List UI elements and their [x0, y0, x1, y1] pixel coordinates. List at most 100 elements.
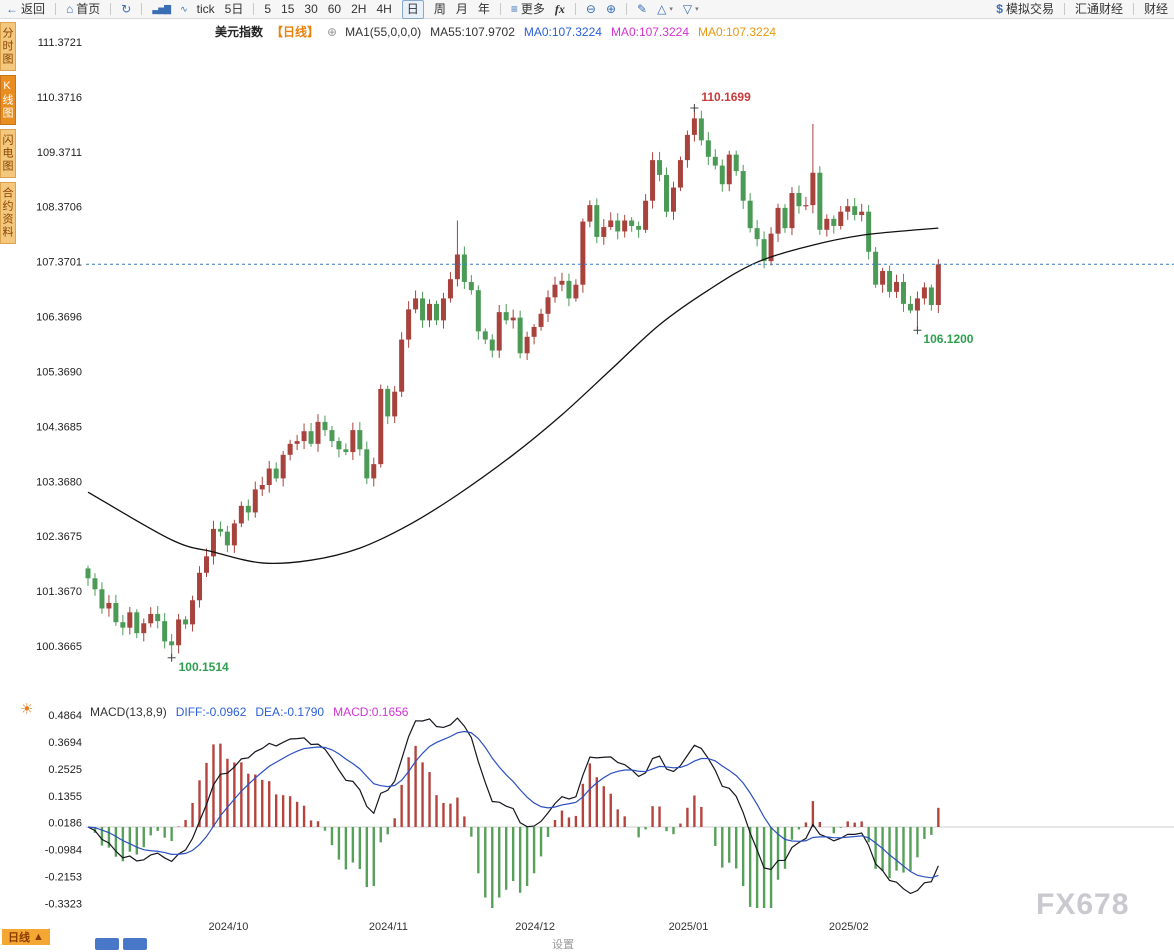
toolbar-separator: [110, 3, 112, 15]
svg-text:100.1514: 100.1514: [179, 660, 229, 674]
y-axis-label: 101.3670: [36, 586, 82, 598]
price-annotation: 110.1699: [690, 90, 751, 112]
toolbar: ← 返回 ⌂ 首页 ↻ ▃▅▇ ∿ tick 5日 5 15 30 60 2H 4H 日周月年 ≡ 更多 fx ⊖ ⊕ ✎…: [0, 0, 1174, 19]
x-axis-label: 2024/12: [515, 921, 555, 933]
toolbar-tick[interactable]: tick: [197, 1, 215, 18]
toolbar-draw[interactable]: ✎: [637, 1, 647, 18]
macd-y-axis-label: 0.3694: [48, 737, 82, 749]
y-axis-label: 105.3690: [36, 366, 82, 378]
tri-up-icon: △: [657, 1, 667, 16]
toolbar-period-day[interactable]: 日: [401, 0, 424, 19]
toolbar-chart-line[interactable]: ∿: [180, 1, 187, 18]
sidebar-item-kline[interactable]: K线图: [0, 75, 16, 125]
macd-legend: MACD(13,8,9) DIFF:-0.0962 DEA:-0.1790 MACD:…: [90, 705, 408, 719]
toolbar-separator: [1063, 3, 1065, 15]
macd-y-axis-label: 0.1355: [48, 791, 82, 803]
sidebar-item-fenshi[interactable]: 分时图: [0, 22, 16, 71]
macd-y-axis-label: 0.2525: [48, 764, 82, 776]
legend-item: MACD:0.1656: [333, 705, 409, 719]
macd-y-axis-label: -0.2153: [45, 872, 82, 884]
toolbar-period-5[interactable]: 5: [264, 1, 271, 18]
toolbar-label: 年: [477, 1, 490, 16]
toolbar-home[interactable]: ⌂ 首页: [66, 1, 100, 18]
toolbar-tri-down[interactable]: ▽ ▾: [683, 1, 699, 18]
legend-item: MA0:107.3224: [523, 24, 602, 39]
toolbar-separator: [499, 3, 501, 15]
toolbar-fx[interactable]: fx: [555, 1, 565, 18]
toolbar-period-30[interactable]: 30: [304, 1, 317, 18]
toolbar-sim-trade[interactable]: $ 模拟交易: [996, 1, 1054, 18]
toolbar-5d[interactable]: 5日: [225, 1, 244, 18]
toolbar-huitong[interactable]: 汇通财经: [1075, 1, 1123, 18]
toolbar-label: 月: [455, 1, 468, 16]
macd-axis: 0.4864 0.3694 0.2525 0.1355 0.0186 -0.0984 -0.…: [45, 710, 82, 910]
toolbar-period-4h[interactable]: 4H: [376, 1, 391, 18]
toolbar-label: 15: [281, 1, 295, 16]
legend-item: MA0:107.3224: [610, 24, 689, 39]
toolbar-zoom-in[interactable]: ⊕: [606, 1, 616, 18]
toolbar-label: 模拟交易: [1005, 1, 1054, 16]
caret-up-icon: ▲: [33, 931, 44, 943]
legend-item: DIFF:-0.0962: [175, 705, 247, 719]
toolbar-label: fx: [554, 1, 565, 16]
x-axis-label: 2024/10: [209, 921, 249, 933]
macd-dea-line: [87, 730, 939, 879]
legend-item: MA55:107.9702: [430, 24, 515, 39]
toolbar-label: ▾: [695, 5, 699, 13]
legend-item: DEA:-0.1790: [255, 705, 325, 719]
toolbar-caijing[interactable]: 财经: [1144, 1, 1168, 18]
toolbar-label: 返回: [21, 1, 46, 16]
bottom-partial-button-2[interactable]: [123, 938, 147, 950]
toolbar-label: 30: [304, 1, 318, 16]
toolbar-refresh[interactable]: ↻: [121, 1, 131, 18]
y-axis-label: 103.3680: [36, 476, 82, 488]
y-axis-label: 111.3721: [38, 37, 82, 49]
x-axis-label: 2025/01: [669, 921, 709, 933]
toolbar-more[interactable]: ≡ 更多: [511, 1, 545, 18]
bottom-partial-button-1[interactable]: [95, 938, 119, 950]
candlestick-series: [85, 107, 941, 658]
ma-legend-items: MA1(55,0,0,0) MA55:107.9702 MA0:107.3224 MA…: [345, 25, 776, 39]
toolbar-period-60[interactable]: 60: [328, 1, 341, 18]
toolbar-separator: [574, 3, 576, 15]
y-axis-label: 102.3675: [36, 531, 82, 543]
toolbar-chart-bar[interactable]: ▃▅▇: [152, 1, 171, 18]
toolbar-separator: [626, 3, 628, 15]
toolbar-separator: [141, 3, 143, 15]
toolbar-period-15[interactable]: 15: [281, 1, 294, 18]
sidebar-item-shandian[interactable]: 闪电图: [0, 129, 16, 178]
toolbar-label: 首页: [76, 1, 101, 16]
macd-diff-line: [87, 717, 939, 895]
period-label: 【日线】: [271, 25, 320, 39]
macd-y-axis-label: -0.3323: [45, 898, 82, 910]
toolbar-label: ▾: [669, 5, 673, 13]
toolbar-period-week[interactable]: 周: [434, 1, 446, 18]
bottom-tab-daily[interactable]: 日线 ▲: [2, 929, 50, 945]
toolbar-label: 汇通财经: [1074, 1, 1123, 16]
ma55-line: [87, 227, 939, 565]
chart-type-sidebar: 分时图 K线图闪电图合约资料: [0, 22, 16, 244]
toolbar-period-2h[interactable]: 2H: [351, 1, 366, 18]
toolbar-period-month[interactable]: 月: [456, 1, 468, 18]
y-axis-label: 104.3685: [36, 421, 82, 433]
toolbar-period-year[interactable]: 年: [478, 1, 490, 18]
svg-text:110.1699: 110.1699: [701, 90, 751, 104]
toolbar-label: 财经: [1143, 1, 1168, 16]
add-indicator-button[interactable]: ⊕: [327, 24, 338, 39]
sidebar-item-heyue[interactable]: 合约资料: [0, 182, 16, 244]
legend-item: MA0:107.3224: [698, 24, 777, 39]
toolbar-back[interactable]: ← 返回: [6, 1, 45, 18]
y-axis-label: 100.3665: [36, 641, 82, 653]
chart-bar-icon: ▃▅▇: [152, 3, 171, 14]
bottom-settings-button[interactable]: 设置: [552, 939, 574, 951]
toolbar-tri-up[interactable]: △ ▾: [657, 1, 673, 18]
toolbar-zoom-out[interactable]: ⊖: [586, 1, 596, 18]
legend-item: MA1(55,0,0,0): [345, 24, 422, 39]
toolbar-label: tick: [196, 1, 215, 16]
toolbar-label: 周: [433, 1, 446, 16]
indicator-settings-icon[interactable]: ☀: [20, 701, 34, 718]
more-icon: ≡: [510, 1, 518, 16]
macd-y-axis-label: 0.4864: [48, 710, 82, 722]
svg-text:106.1200: 106.1200: [923, 332, 973, 346]
